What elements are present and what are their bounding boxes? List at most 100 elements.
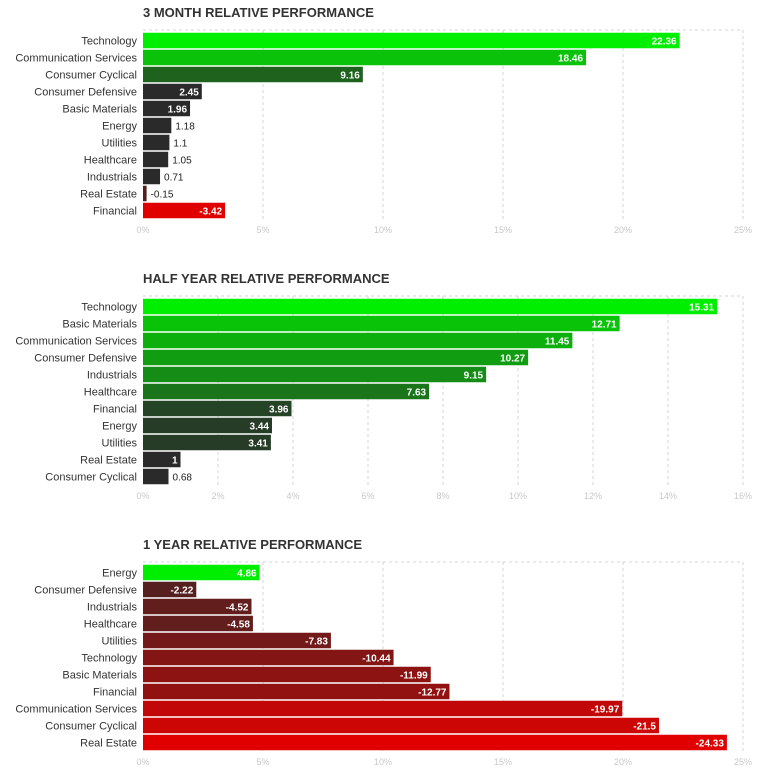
- value-label: 1.18: [175, 122, 195, 133]
- x-tick-label: 0%: [136, 225, 149, 235]
- bar: [143, 298, 718, 315]
- value-label: -21.5: [633, 722, 656, 733]
- category-label: Real Estate: [80, 189, 137, 201]
- value-label: -12.77: [418, 688, 447, 699]
- chart-title: 3 MONTH RELATIVE PERFORMANCE: [143, 5, 374, 20]
- bar: [143, 383, 430, 400]
- value-label: -24.33: [696, 739, 725, 750]
- x-tick-label: 15%: [494, 225, 512, 235]
- x-tick-label: 4%: [286, 491, 299, 501]
- bar: [143, 649, 394, 666]
- value-label: 1.05: [172, 156, 192, 167]
- value-label: -7.83: [305, 637, 328, 648]
- bar: [143, 100, 191, 117]
- category-label: Real Estate: [80, 738, 137, 750]
- x-tick-label: 5%: [256, 757, 269, 767]
- value-label: 10.27: [500, 354, 525, 365]
- value-label: 0.68: [173, 473, 193, 484]
- bar: [143, 315, 620, 332]
- x-tick-label: 15%: [494, 757, 512, 767]
- category-label: Communication Services: [15, 336, 137, 348]
- category-label: Utilities: [102, 438, 138, 450]
- category-label: Real Estate: [80, 455, 137, 467]
- chart-title: HALF YEAR RELATIVE PERFORMANCE: [143, 271, 390, 286]
- x-tick-label: 8%: [436, 491, 449, 501]
- category-label: Technology: [81, 302, 137, 314]
- value-label: 15.31: [689, 303, 714, 314]
- bar: [143, 451, 181, 468]
- value-label: -0.15: [151, 190, 174, 201]
- bar: [143, 49, 587, 66]
- value-label: -4.58: [227, 620, 250, 631]
- x-tick-label: 10%: [374, 225, 392, 235]
- category-label: Basic Materials: [62, 319, 137, 331]
- chart-panel-1: 3 MONTH RELATIVE PERFORMANCE 0% 5% 10% 15% 20…: [15, 5, 752, 235]
- category-label: Technology: [81, 36, 137, 48]
- bar: [143, 581, 197, 598]
- value-label: 11.45: [545, 337, 570, 348]
- value-label: 4.86: [237, 569, 257, 580]
- value-label: 9.16: [340, 71, 360, 82]
- value-label: 3.44: [250, 422, 270, 433]
- category-label: Energy: [102, 568, 137, 580]
- value-label: 9.15: [464, 371, 484, 382]
- value-label: 2.45: [179, 88, 199, 99]
- value-label: 1: [172, 456, 178, 467]
- category-label: Communication Services: [15, 704, 137, 716]
- category-label: Utilities: [102, 636, 138, 648]
- bar: [143, 717, 659, 734]
- category-label: Utilities: [102, 138, 138, 150]
- bar: [143, 683, 450, 700]
- category-label: Basic Materials: [62, 104, 137, 116]
- x-tick-label: 6%: [361, 491, 374, 501]
- category-label: Industrials: [87, 602, 138, 614]
- x-tick-label: 12%: [584, 491, 602, 501]
- value-label: 12.71: [592, 320, 617, 331]
- category-label: Industrials: [87, 172, 138, 184]
- bar: [143, 666, 431, 683]
- x-tick-label: 20%: [614, 225, 632, 235]
- bar: [143, 400, 292, 417]
- value-label: 3.41: [248, 439, 268, 450]
- value-label: -10.44: [362, 654, 391, 665]
- value-label: -4.52: [226, 603, 249, 614]
- value-label: -11.99: [400, 671, 428, 682]
- bar: [143, 83, 202, 100]
- bar: [143, 332, 573, 349]
- value-label: -19.97: [591, 705, 620, 716]
- category-label: Energy: [102, 121, 137, 133]
- bar: [143, 598, 252, 615]
- value-label: -3.42: [199, 207, 222, 218]
- value-label: 3.96: [269, 405, 289, 416]
- bar: [143, 32, 680, 49]
- bar: [143, 134, 170, 151]
- bar: [143, 564, 260, 581]
- value-label: 18.46: [558, 54, 583, 65]
- category-label: Healthcare: [84, 155, 137, 167]
- x-tick-label: 10%: [509, 491, 527, 501]
- x-tick-label: 14%: [659, 491, 677, 501]
- x-tick-label: 16%: [734, 491, 752, 501]
- bar: [143, 434, 271, 451]
- bar: [143, 185, 147, 202]
- bar: [143, 632, 331, 649]
- category-label: Consumer Cyclical: [45, 472, 137, 484]
- chart-panel-3: 1 YEAR RELATIVE PERFORMANCE 0% 5% 10% 15% 20%…: [15, 537, 752, 767]
- value-label: 7.63: [407, 388, 427, 399]
- x-tick-label: 10%: [374, 757, 392, 767]
- gridlines: [143, 561, 744, 753]
- category-label: Technology: [81, 653, 137, 665]
- bar: [143, 615, 253, 632]
- x-tick-label: 25%: [734, 225, 752, 235]
- category-label: Financial: [93, 206, 137, 218]
- bar: [143, 349, 529, 366]
- category-label: Consumer Cyclical: [45, 721, 137, 733]
- bar: [143, 202, 226, 219]
- value-label: 1.1: [173, 139, 187, 150]
- category-label: Consumer Cyclical: [45, 70, 137, 82]
- category-label: Energy: [102, 421, 137, 433]
- category-label: Basic Materials: [62, 670, 137, 682]
- category-label: Healthcare: [84, 387, 137, 399]
